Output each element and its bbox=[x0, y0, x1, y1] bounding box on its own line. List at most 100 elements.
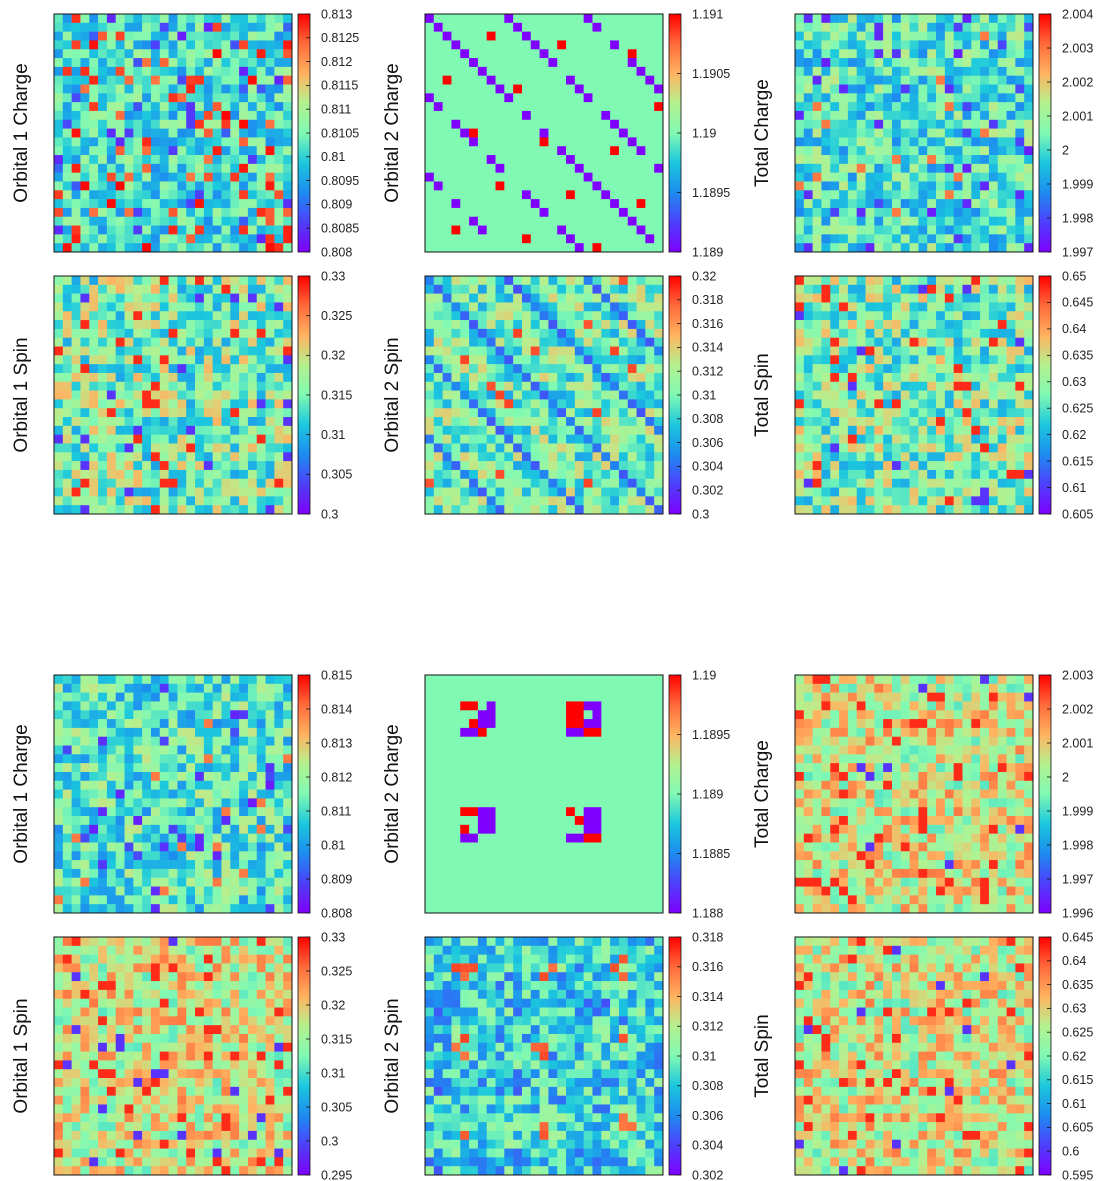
heatmap-cell bbox=[283, 710, 293, 720]
heatmap-cell bbox=[874, 128, 884, 138]
heatmap-cell bbox=[265, 692, 275, 702]
heatmap-cell bbox=[177, 381, 187, 391]
heatmap-cell bbox=[54, 381, 64, 391]
heatmap-cell bbox=[627, 284, 637, 294]
heatmap-cell bbox=[803, 302, 813, 312]
heatmap-cell bbox=[239, 763, 249, 773]
heatmap-cell bbox=[142, 155, 152, 165]
heatmap-cell bbox=[847, 346, 857, 356]
heatmap-cell bbox=[936, 207, 946, 218]
heatmap-cell bbox=[495, 399, 505, 409]
heatmap-cell bbox=[883, 234, 893, 244]
heatmap-cell bbox=[177, 58, 187, 68]
heatmap-cell bbox=[115, 399, 125, 409]
heatmap-cell bbox=[839, 207, 849, 218]
heatmap-cell bbox=[177, 199, 187, 209]
heatmap-cell bbox=[504, 31, 514, 41]
heatmap-cell bbox=[71, 683, 81, 693]
heatmap-cell bbox=[645, 408, 655, 418]
heatmap-cell bbox=[124, 408, 134, 418]
heatmap-cell bbox=[812, 461, 822, 471]
heatmap-cell bbox=[221, 390, 231, 400]
heatmap-cell bbox=[891, 293, 902, 303]
heatmap-cell bbox=[168, 364, 178, 374]
heatmap-cell bbox=[891, 146, 902, 156]
heatmap-cell bbox=[186, 284, 196, 294]
heatmap-cell bbox=[601, 390, 611, 400]
heatmap-cell bbox=[900, 320, 910, 330]
heatmap-cell bbox=[874, 478, 884, 488]
heatmap-cell bbox=[513, 408, 523, 418]
heatmap-cell bbox=[856, 102, 866, 112]
heatmap-cell bbox=[874, 207, 884, 218]
heatmap-cell bbox=[883, 311, 893, 321]
heatmap-cell bbox=[883, 284, 893, 294]
heatmap-cell bbox=[539, 31, 549, 41]
heatmap-cell bbox=[54, 14, 64, 24]
heatmap-cell bbox=[918, 216, 928, 226]
heatmap-cell bbox=[265, 346, 275, 356]
heatmap-cell bbox=[618, 190, 629, 200]
heatmap-cell bbox=[80, 137, 90, 147]
heatmap-cell bbox=[821, 163, 831, 173]
heatmap-cell bbox=[812, 320, 822, 330]
heatmap-cell bbox=[247, 110, 258, 121]
heatmap-cell bbox=[195, 93, 205, 103]
heatmap-cell bbox=[433, 66, 443, 76]
heatmap-cell bbox=[944, 276, 954, 286]
heatmap-cell bbox=[212, 49, 222, 59]
heatmap-cell bbox=[856, 461, 866, 471]
heatmap-cell bbox=[795, 293, 805, 303]
heatmap-cell bbox=[610, 84, 620, 94]
heatmap-cell bbox=[980, 128, 990, 138]
heatmap-cell bbox=[274, 128, 284, 138]
heatmap-cell bbox=[803, 137, 813, 147]
heatmap-cell bbox=[566, 487, 576, 497]
heatmap-cell bbox=[442, 137, 452, 147]
heatmap-cell bbox=[997, 155, 1007, 165]
heatmap-cell bbox=[265, 434, 275, 444]
colorbar-tick-label: 0.325 bbox=[321, 309, 352, 323]
heatmap-cell bbox=[177, 293, 187, 303]
heatmap-cell bbox=[425, 172, 435, 182]
heatmap-cell bbox=[988, 293, 999, 303]
heatmap-cell bbox=[283, 163, 293, 173]
heatmap-cell bbox=[618, 146, 629, 156]
heatmap-cell bbox=[795, 66, 805, 76]
heatmap-cell bbox=[221, 216, 231, 226]
heatmap-cell bbox=[795, 302, 805, 312]
heatmap-cell bbox=[988, 207, 999, 218]
heatmap-cell bbox=[645, 66, 655, 76]
heatmap-cell bbox=[265, 234, 275, 244]
heatmap-cell bbox=[212, 293, 222, 303]
heatmap-cell bbox=[71, 225, 81, 235]
heatmap-cell bbox=[433, 276, 443, 286]
heatmap-cell bbox=[618, 364, 629, 374]
colorbar-tick-label: 2.003 bbox=[1062, 41, 1093, 55]
heatmap-cell bbox=[195, 675, 205, 685]
heatmap-cell bbox=[936, 478, 946, 488]
heatmap-cell bbox=[477, 22, 487, 32]
heatmap-cell bbox=[574, 146, 584, 156]
heatmap-cell bbox=[168, 22, 178, 32]
heatmap-cell bbox=[442, 417, 452, 427]
heatmap-cell bbox=[177, 372, 187, 383]
heatmap-cells bbox=[54, 14, 293, 253]
heatmap-cell bbox=[283, 199, 293, 209]
heatmap-cell bbox=[168, 337, 178, 347]
heatmap-cell bbox=[574, 40, 584, 50]
colorbar-tick-label: 0.615 bbox=[1062, 454, 1093, 468]
heatmap-cell bbox=[62, 487, 72, 497]
heatmap-cell bbox=[80, 337, 90, 347]
heatmap-cell bbox=[106, 390, 116, 400]
heatmap-cell bbox=[477, 276, 487, 286]
heatmap-cell bbox=[812, 207, 822, 218]
heatmap-cell bbox=[566, 243, 576, 253]
heatmap-cell bbox=[980, 276, 990, 286]
heatmap-cell bbox=[627, 399, 637, 409]
heatmap-cell bbox=[98, 31, 108, 41]
heatmap-cell bbox=[247, 302, 258, 312]
heatmap-cell bbox=[830, 496, 840, 506]
heatmap-cell bbox=[283, 355, 293, 365]
heatmap-cell bbox=[133, 293, 143, 303]
